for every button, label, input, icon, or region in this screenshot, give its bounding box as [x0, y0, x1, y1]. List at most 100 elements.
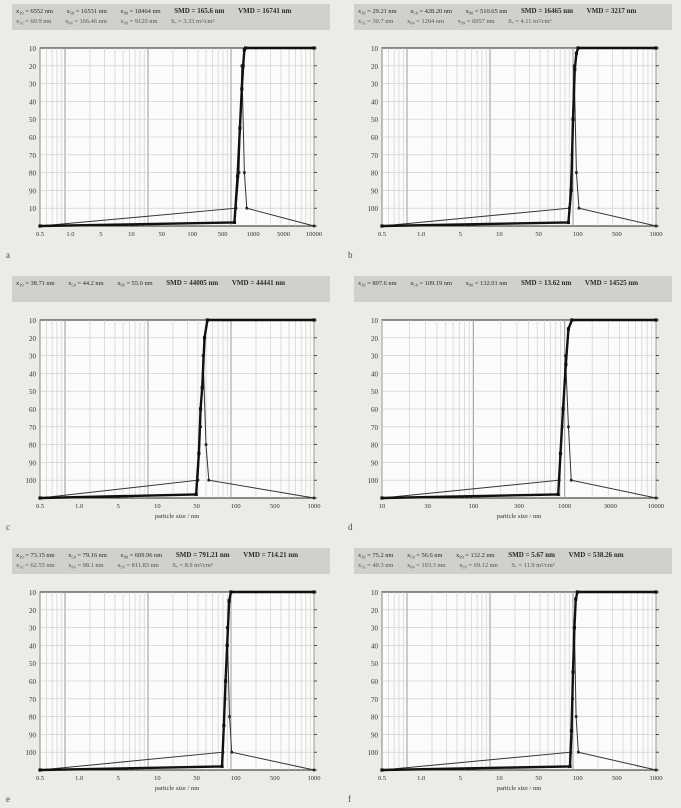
stat-smd: SMD = 44005 nm [166, 279, 219, 287]
stat-sv: Sᵥ = 11.9 m²/cm³ [511, 562, 555, 569]
plot-area: 10 20 30 40 50 60 70 80 90 10 0.5 1.0 5 10 50 100 500 100… [29, 45, 322, 238]
x-axis-label: particle size / nm [497, 785, 542, 792]
stat-x90: x₉₀ = 132.2 nm [456, 552, 495, 559]
cumulative-curve [39, 318, 314, 500]
density-point [575, 171, 578, 174]
x-tick-label: 1.0 [66, 231, 74, 238]
density-point [569, 478, 573, 482]
y-tick-label: 40 [371, 642, 379, 650]
x-tick-label: 0.5 [36, 503, 44, 510]
x-tick-label: 0.5 [36, 231, 44, 238]
density-point [312, 768, 316, 772]
stat-x10: x₁₀ = 29.21 nm [358, 8, 397, 15]
stat-x50: x₅₀ = 44.2 nm [68, 280, 104, 287]
x-tick-label: 10000 [306, 231, 322, 238]
x-tick-label: 5 [99, 231, 102, 238]
cumulative-point [229, 590, 233, 594]
cumulative-point [654, 318, 658, 322]
density-point [243, 171, 246, 174]
plot-area: 10 20 30 40 50 60 70 80 90 100 0.5 1.0 5 10 50 100 500 10… [368, 45, 663, 238]
density-point [312, 224, 316, 228]
cumulative-point [222, 723, 226, 728]
stat-vmd: VMD = 3217 nm [586, 7, 637, 15]
x-tick-label: 500 [270, 775, 280, 782]
y-tick-label: 40 [29, 98, 37, 106]
density-point [577, 206, 581, 210]
x-tick-label: 5 [459, 231, 462, 238]
stat-x90: x₉₀ = 609.96 nm [120, 552, 163, 559]
cumulative-point [194, 492, 198, 497]
stat-x10: x₁₀ = 75.2 nm [358, 552, 394, 559]
stats-row-1: x₁₀ = 6552 nm x₅₀ = 16531 nm x₉₀ = 18464… [16, 7, 328, 16]
y-tick-label: 90 [29, 187, 37, 195]
density-point [654, 768, 658, 772]
x-tick-label: 300 [514, 503, 524, 510]
panel-c: x₁₀ = 38.71 nm x₅₀ = 44.2 nm x₉₀ = 55.0 … [6, 276, 332, 536]
y-tick-label: 60 [371, 678, 379, 686]
x-tick-label: 100 [231, 775, 241, 782]
cumulative-point [575, 590, 580, 594]
stats-header: x₁₀ = 897.6 nm x₅₀ = 109.19 nm x₉₀ = 132… [354, 276, 672, 302]
panel-label: d [348, 522, 353, 532]
x-tick-label: 500 [218, 231, 228, 238]
density-point [204, 443, 208, 446]
density-point [228, 715, 231, 718]
y-tick-label: 60 [29, 134, 37, 142]
y-tick-label: 50 [371, 116, 379, 124]
x-axis-label: particle size / nm [497, 513, 542, 520]
stat-vmd: VMD = 44441 nm [231, 279, 286, 287]
y-tick-label: 50 [29, 660, 37, 668]
panel-label: b [348, 250, 353, 260]
stat-x50: x₅₀ = 79.16 nm [68, 552, 107, 559]
x-tick-label: 100 [468, 503, 478, 510]
x-axis-label: particle size / nm [155, 513, 200, 520]
density-point [237, 171, 241, 174]
y-tick-label: 10 [371, 45, 379, 53]
stat-x99: x₉₉ = 9120 nm [120, 18, 158, 25]
y-tick-label: 40 [371, 370, 379, 378]
panel-f: x₁₀ = 75.2 nm x₅₀ = 56.6 nm x₉₀ = 132.2 … [348, 548, 674, 808]
y-tick-label: 60 [29, 678, 37, 686]
x-tick-label: 10 [128, 231, 135, 238]
y-tick-label: 80 [371, 442, 379, 450]
y-tick-label: 90 [371, 187, 379, 195]
stat-x50: x₅₀ = 109.19 nm [410, 280, 452, 287]
cumulative-point [574, 51, 579, 55]
stat-sv: Sᵥ = 4.11 m²/cm³ [508, 18, 552, 25]
x-tick-label: 10 [154, 775, 161, 782]
stat-x50: x₅₀ = 16531 nm [66, 8, 107, 15]
cumulative-point [241, 64, 245, 68]
stat-x90: x₉₀ = 132.01 nm [465, 280, 508, 287]
x-tick-label: 5 [117, 775, 120, 782]
panel-d: x₁₀ = 897.6 nm x₅₀ = 109.19 nm x₉₀ = 132… [348, 276, 674, 536]
y-tick-label: 80 [29, 442, 37, 450]
cumulative-point [225, 643, 229, 647]
cumulative-point [573, 67, 577, 71]
cumulative-point [654, 590, 658, 594]
stat-x90: x₉₀ = 18464 nm [120, 8, 161, 15]
cumulative-point [244, 46, 248, 50]
cumulative-point [238, 126, 242, 130]
cumulative-point [227, 599, 231, 603]
stat-x10: x₁₀ = 38.71 nm [16, 280, 55, 287]
x-tick-label: 10 [154, 503, 161, 510]
x-tick-label: 1.0 [417, 775, 425, 782]
cumulative-point [566, 327, 571, 331]
y-tick-label: 20 [29, 607, 37, 615]
y-tick-label: 30 [29, 625, 37, 633]
stat-smd: SMD = 5.67 nm [508, 551, 556, 559]
x-tick-label: 50 [193, 775, 200, 782]
stat-vmd: VMD = 538.26 nm [568, 551, 624, 559]
stats-header: x₁₀ = 38.71 nm x₅₀ = 44.2 nm x₉₀ = 55.0 … [12, 276, 330, 302]
y-tick-label: 100 [368, 749, 379, 757]
stat-x84: x₈₄ = 1204 nm [407, 18, 445, 25]
x-tick-label: 100 [573, 775, 583, 782]
density-point [207, 478, 211, 482]
stat-x90: x₉₀ = 55.0 nm [117, 280, 153, 287]
stat-vmd: VMD = 14525 nm [584, 279, 639, 287]
panel-e: x₁₀ = 73.15 nm x₅₀ = 79.16 nm x₉₀ = 609.… [6, 548, 332, 808]
y-tick-label: 10 [29, 45, 37, 53]
cumulative-point [571, 117, 575, 121]
y-tick-label: 20 [371, 607, 379, 615]
y-tick-label: 10 [29, 317, 37, 325]
